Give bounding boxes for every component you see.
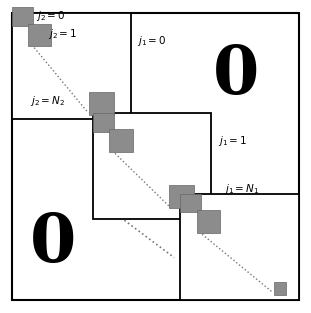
Text: $j_2 = 1$: $j_2 = 1$ bbox=[48, 27, 77, 41]
Bar bbox=[93, 113, 114, 132]
Bar bbox=[180, 194, 201, 213]
Bar bbox=[89, 92, 114, 115]
Text: $j_1 = 0$: $j_1 = 0$ bbox=[137, 34, 166, 49]
Bar bbox=[12, 13, 131, 119]
Bar bbox=[12, 7, 33, 26]
Text: $j_2 = N_2$: $j_2 = N_2$ bbox=[30, 94, 65, 108]
Bar bbox=[169, 185, 194, 208]
Text: 0: 0 bbox=[213, 43, 260, 108]
Text: 0: 0 bbox=[30, 211, 76, 276]
Bar bbox=[274, 282, 286, 295]
Bar bbox=[109, 130, 133, 152]
Bar bbox=[197, 210, 220, 233]
Text: $j_2 = 0$: $j_2 = 0$ bbox=[36, 9, 65, 23]
Bar bbox=[93, 113, 211, 219]
Text: $j_1 = 1$: $j_1 = 1$ bbox=[218, 134, 247, 148]
Text: $j_1 = N_1$: $j_1 = N_1$ bbox=[224, 182, 259, 196]
Bar bbox=[28, 24, 51, 46]
Bar bbox=[180, 194, 299, 300]
